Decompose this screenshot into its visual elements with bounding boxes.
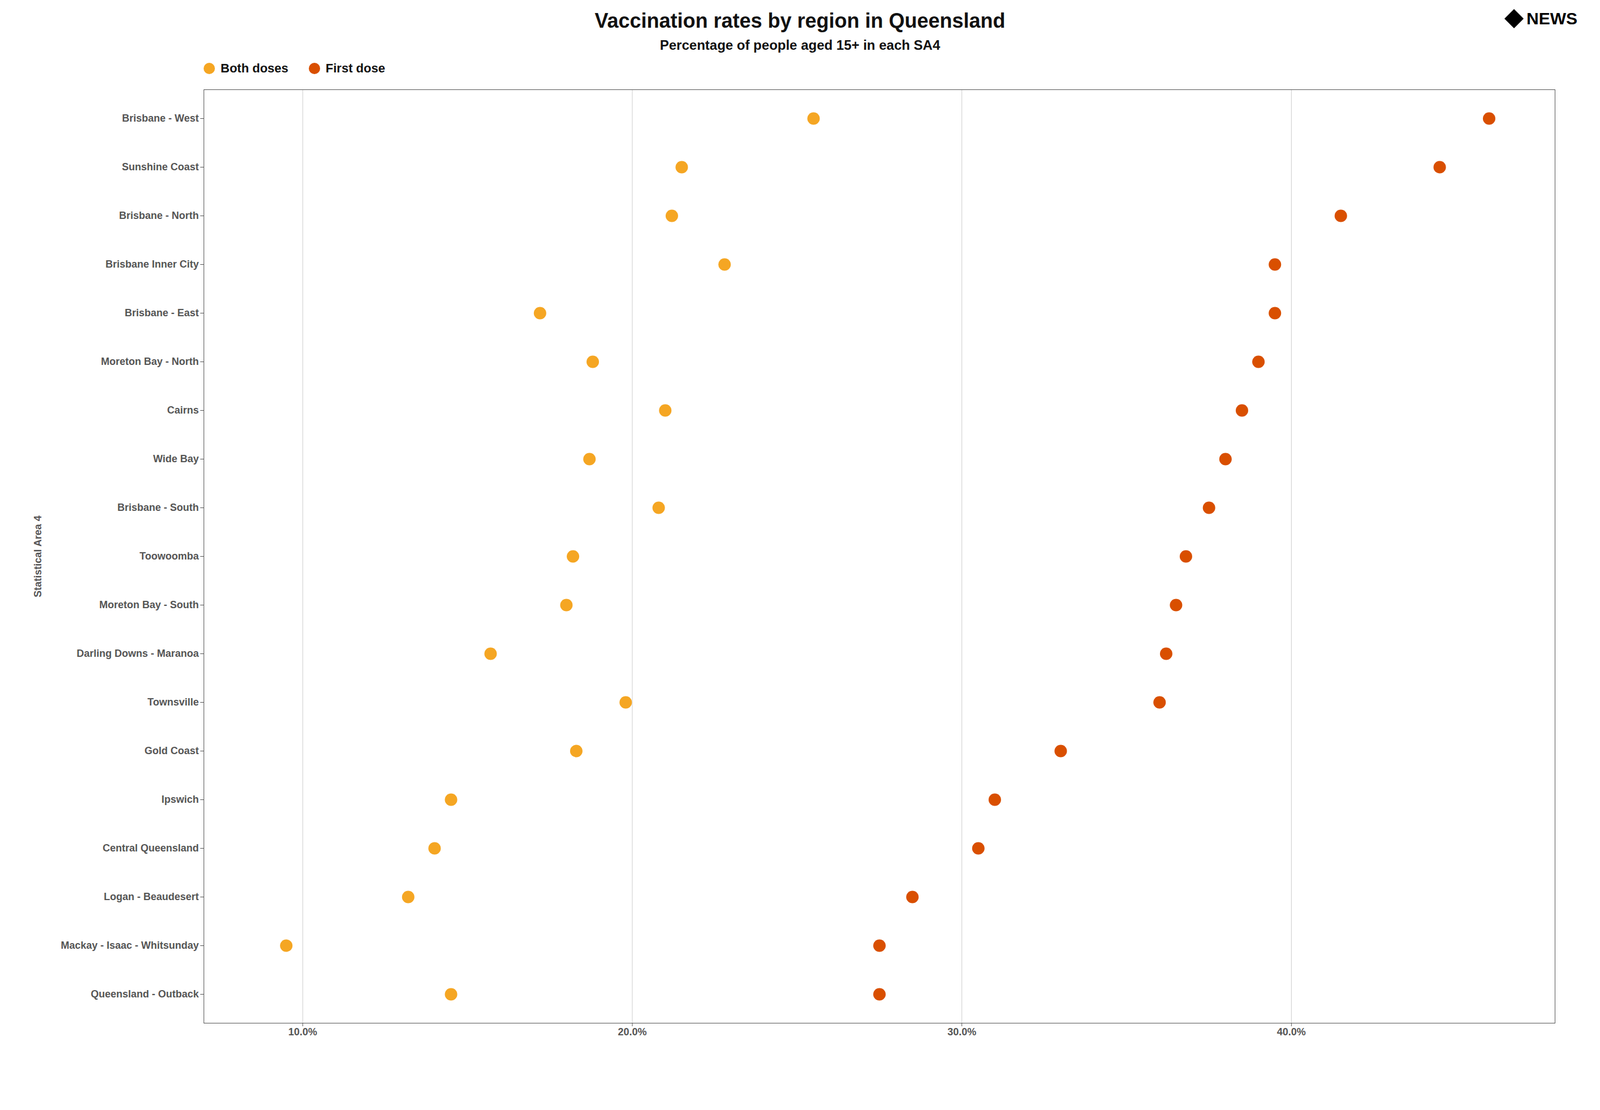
svg-text:30.0%: 30.0% — [947, 1025, 977, 1038]
svg-text:Logan - Beaudesert: Logan - Beaudesert — [103, 890, 199, 903]
svg-text:Queensland - Outback: Queensland - Outback — [90, 988, 200, 1000]
svg-text:Mackay - Isaac - Whitsunday: Mackay - Isaac - Whitsunday — [60, 939, 199, 951]
svg-text:Moreton Bay - North: Moreton Bay - North — [101, 355, 200, 368]
svg-text:Moreton Bay - South: Moreton Bay - South — [99, 598, 200, 611]
svg-text:Statistical Area 4: Statistical Area 4 — [32, 515, 44, 597]
svg-text:Central Queensland: Central Queensland — [102, 842, 199, 854]
svg-text:Brisbane Inner City: Brisbane Inner City — [105, 258, 199, 270]
html-text:Vaccination rates by region in: Vaccination rates by region in Queenslan… — [594, 9, 1006, 33]
svg-text:Cairns: Cairns — [166, 404, 199, 416]
svg-text:Toowoomba: Toowoomba — [139, 550, 200, 562]
html-text:NEWS: NEWS — [1526, 9, 1578, 28]
svg-text:Sunshine Coast: Sunshine Coast — [121, 161, 199, 173]
svg-text:Gold Coast: Gold Coast — [144, 744, 199, 757]
svg-text:Darling Downs - Maranoa: Darling Downs - Maranoa — [76, 647, 200, 659]
html-text:Percentage of people aged 15+: Percentage of people aged 15+ in each SA… — [659, 37, 941, 53]
svg-text:Brisbane - South: Brisbane - South — [117, 501, 199, 513]
html-text:First dose: First dose — [325, 61, 386, 76]
svg-text:10.0%: 10.0% — [288, 1025, 318, 1038]
html-text:Both doses: Both doses — [220, 61, 289, 76]
svg-text:20.0%: 20.0% — [617, 1025, 647, 1038]
svg-text:Brisbane - North: Brisbane - North — [118, 209, 199, 222]
svg-text:Brisbane - East: Brisbane - East — [124, 307, 199, 319]
svg-text:40.0%: 40.0% — [1277, 1025, 1306, 1038]
svg-text:Brisbane - West: Brisbane - West — [122, 112, 200, 124]
svg-text:Ipswich: Ipswich — [161, 793, 199, 805]
svg-text:Wide Bay: Wide Bay — [153, 453, 200, 465]
svg-text:Townsville: Townsville — [147, 696, 200, 708]
